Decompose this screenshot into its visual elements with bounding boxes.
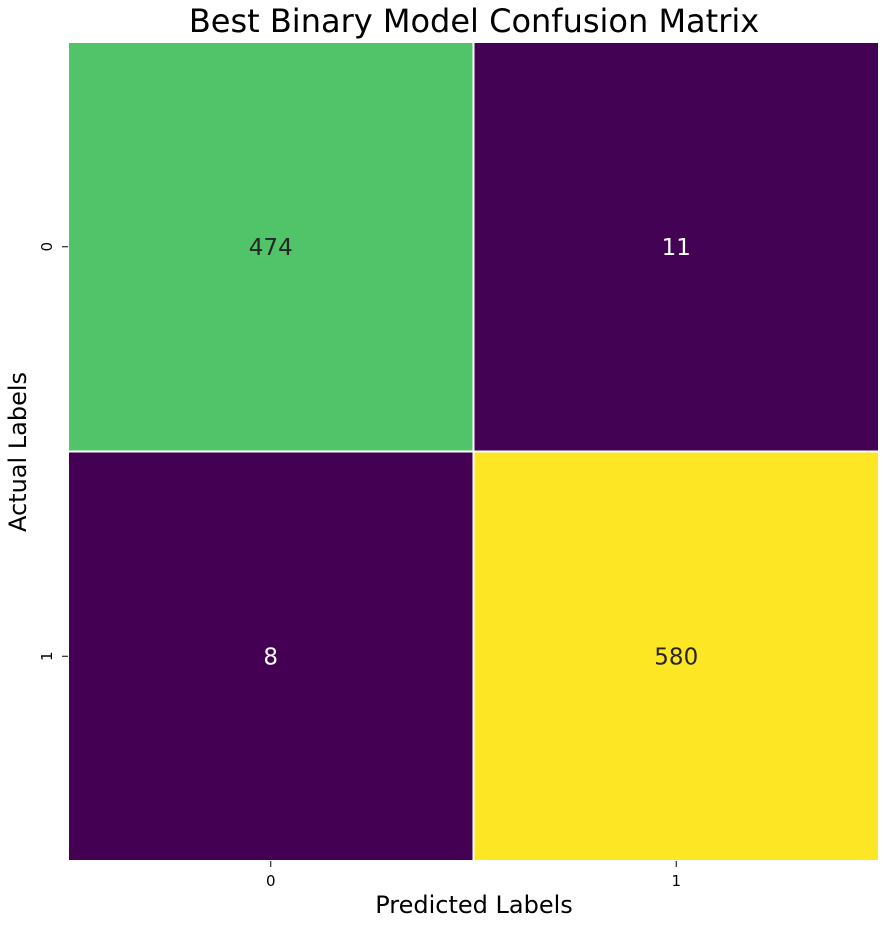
heatmap-cell (472, 450, 880, 862)
x-tick-label: 1 (671, 872, 681, 890)
y-axis-ticks: 01 (38, 242, 68, 661)
y-tick-label: 1 (38, 651, 56, 661)
y-tick-label: 0 (38, 242, 56, 252)
cell-value-label: 474 (249, 235, 293, 261)
x-axis-label: Predicted Labels (375, 891, 573, 919)
heatmap-cell (67, 41, 475, 453)
cell-value-label: 11 (662, 235, 691, 261)
cell-annotations: 474 11 8 580 (249, 235, 698, 671)
chart-title: Best Binary Model Confusion Matrix (189, 2, 759, 40)
heatmap-cell (472, 41, 880, 453)
heatmap-cell (67, 450, 475, 862)
heatmap-cells (67, 41, 880, 862)
cell-value-label: 580 (654, 644, 698, 670)
x-tick-label: 0 (266, 872, 276, 890)
y-axis-label: Actual Labels (4, 372, 32, 532)
cell-value-label: 8 (263, 644, 278, 670)
